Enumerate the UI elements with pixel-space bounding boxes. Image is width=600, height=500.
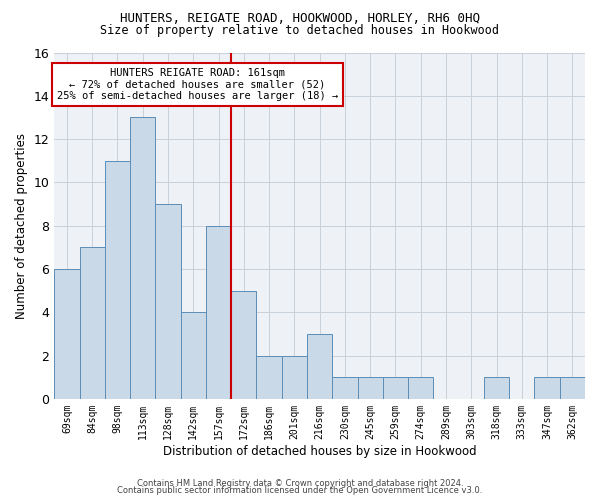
Bar [105, 160, 130, 399]
Bar [206, 226, 231, 399]
Bar [408, 377, 433, 399]
Bar [560, 377, 585, 399]
Bar [484, 377, 509, 399]
Text: HUNTERS REIGATE ROAD: 161sqm
← 72% of detached houses are smaller (52)
25% of se: HUNTERS REIGATE ROAD: 161sqm ← 72% of de… [57, 68, 338, 102]
Bar [358, 377, 383, 399]
Bar [282, 356, 307, 399]
Text: HUNTERS, REIGATE ROAD, HOOKWOOD, HORLEY, RH6 0HQ: HUNTERS, REIGATE ROAD, HOOKWOOD, HORLEY,… [120, 12, 480, 26]
Bar [155, 204, 181, 399]
X-axis label: Distribution of detached houses by size in Hookwood: Distribution of detached houses by size … [163, 444, 476, 458]
Bar [332, 377, 358, 399]
Bar [307, 334, 332, 399]
Bar [383, 377, 408, 399]
Text: Contains public sector information licensed under the Open Government Licence v3: Contains public sector information licen… [118, 486, 482, 495]
Bar [256, 356, 282, 399]
Bar [130, 118, 155, 399]
Bar [535, 377, 560, 399]
Bar [231, 290, 256, 399]
Bar [54, 269, 80, 399]
Text: Contains HM Land Registry data © Crown copyright and database right 2024.: Contains HM Land Registry data © Crown c… [137, 478, 463, 488]
Bar [181, 312, 206, 399]
Y-axis label: Number of detached properties: Number of detached properties [15, 132, 28, 318]
Bar [80, 248, 105, 399]
Text: Size of property relative to detached houses in Hookwood: Size of property relative to detached ho… [101, 24, 499, 37]
